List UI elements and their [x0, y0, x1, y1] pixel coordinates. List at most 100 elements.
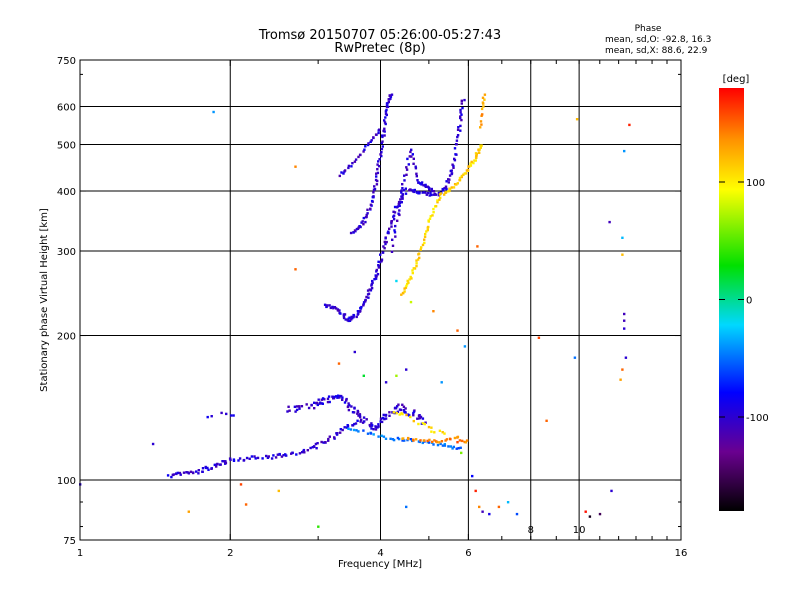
- colorbar-tick-label: 100: [746, 178, 765, 189]
- data-point: [404, 407, 407, 410]
- data-point: [401, 292, 405, 295]
- data-point: [384, 437, 388, 440]
- data-point: [374, 428, 378, 431]
- data-point: [363, 148, 366, 151]
- data-point: [325, 305, 328, 309]
- data-point: [272, 454, 275, 457]
- x-tick-label: 6: [465, 548, 471, 559]
- data-point: [354, 158, 358, 161]
- y-tick-label: 600: [57, 103, 76, 114]
- data-point: [377, 435, 380, 438]
- data-point: [399, 408, 403, 412]
- data-point: [355, 227, 359, 231]
- data-point: [460, 102, 463, 105]
- data-points: [79, 93, 631, 528]
- data-point: [340, 171, 343, 174]
- data-point: [396, 436, 400, 440]
- data-point: [403, 411, 407, 414]
- data-point: [345, 426, 349, 429]
- data-point: [356, 310, 360, 313]
- data-point: [353, 229, 357, 232]
- data-point: [377, 423, 380, 426]
- data-point: [392, 210, 395, 213]
- data-point: [421, 417, 425, 420]
- data-point: [506, 501, 510, 504]
- data-point: [404, 187, 407, 190]
- data-point: [418, 182, 422, 185]
- data-point: [403, 439, 406, 442]
- data-point: [339, 312, 342, 315]
- data-point: [401, 197, 404, 200]
- data-point: [242, 459, 245, 462]
- data-point: [248, 457, 251, 460]
- data-point: [266, 456, 270, 459]
- data-point: [365, 418, 368, 421]
- data-point: [380, 154, 383, 158]
- data-point: [394, 224, 397, 228]
- chart-subtitle: RwPretec (8p): [334, 41, 425, 56]
- data-point: [170, 475, 173, 479]
- x-tick-label: 1: [77, 548, 83, 559]
- data-point: [453, 157, 456, 161]
- data-point: [448, 174, 452, 177]
- data-point: [372, 433, 375, 436]
- data-point: [379, 417, 383, 420]
- data-point: [337, 394, 340, 397]
- data-point: [416, 258, 420, 261]
- data-point: [376, 179, 379, 183]
- data-point: [430, 426, 433, 429]
- data-point: [401, 183, 404, 186]
- data-point: [623, 319, 626, 322]
- data-point: [608, 220, 611, 224]
- data-point: [344, 318, 347, 321]
- data-point: [624, 356, 628, 359]
- data-point: [459, 108, 462, 112]
- data-point: [366, 208, 369, 211]
- data-point: [348, 316, 351, 319]
- data-point: [440, 381, 443, 384]
- data-point: [449, 438, 452, 441]
- data-point: [444, 186, 447, 190]
- data-point: [356, 410, 360, 414]
- data-point: [331, 305, 334, 309]
- data-point: [256, 456, 260, 460]
- data-point: [469, 162, 472, 165]
- data-point: [408, 414, 411, 417]
- data-point: [370, 427, 373, 430]
- data-point: [432, 190, 436, 193]
- data-point: [333, 395, 336, 399]
- data-point: [396, 405, 399, 408]
- data-point: [294, 268, 297, 271]
- data-point: [388, 414, 391, 417]
- data-point: [404, 286, 408, 289]
- data-point: [320, 440, 323, 444]
- data-point: [408, 155, 411, 158]
- data-point: [358, 414, 362, 417]
- data-point: [383, 417, 386, 421]
- data-point: [456, 128, 460, 131]
- data-point: [396, 410, 400, 413]
- data-point: [450, 172, 453, 176]
- data-point: [372, 428, 375, 431]
- data-point: [171, 473, 174, 477]
- x-minor-tick-label: 10: [573, 525, 586, 536]
- data-point: [395, 279, 398, 283]
- data-point: [394, 235, 397, 238]
- data-point: [412, 439, 415, 442]
- data-point: [295, 408, 299, 412]
- data-point: [362, 150, 365, 153]
- data-point: [621, 236, 624, 239]
- data-point: [610, 489, 613, 493]
- data-point: [352, 411, 356, 414]
- data-point: [460, 174, 464, 178]
- data-point: [460, 118, 463, 122]
- data-point: [461, 439, 464, 443]
- data-point: [401, 412, 404, 416]
- colorbar-tick-label: -100: [746, 413, 769, 424]
- data-point: [365, 295, 368, 299]
- data-point: [407, 163, 410, 166]
- data-point: [447, 445, 450, 448]
- data-point: [483, 93, 487, 96]
- x-axis-label: Frequency [MHz]: [338, 559, 422, 570]
